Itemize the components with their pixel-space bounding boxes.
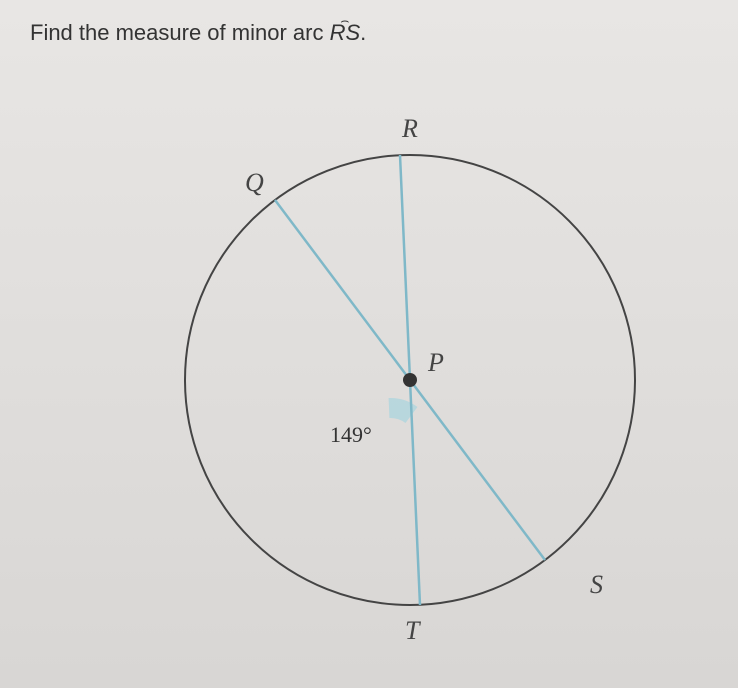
angle-marker <box>389 408 412 415</box>
question-text: Find the measure of minor arc ⌢RS. <box>30 20 366 46</box>
arc-symbol: ⌢ <box>330 12 361 29</box>
arc-label: ⌢RS <box>330 20 361 45</box>
question-suffix: . <box>360 20 366 45</box>
angle-value: 149° <box>330 422 372 448</box>
label-s: S <box>590 570 603 600</box>
circle-diagram: Q R P S T 149° <box>170 140 650 620</box>
label-q: Q <box>245 168 264 198</box>
label-t: T <box>405 616 419 646</box>
center-point <box>403 373 417 387</box>
label-p: P <box>428 348 444 378</box>
circle-svg <box>170 140 650 660</box>
label-r: R <box>402 114 418 144</box>
question-prefix: Find the measure of minor arc <box>30 20 330 45</box>
